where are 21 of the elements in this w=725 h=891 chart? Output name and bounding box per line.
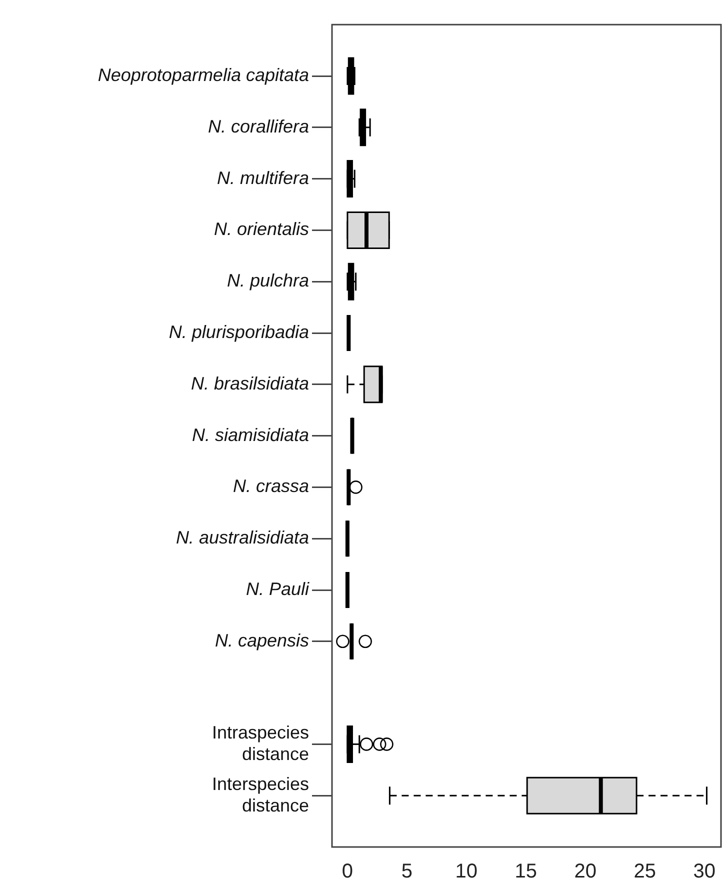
y-tick-label: N. multifera: [216, 168, 309, 188]
y-tick-label: N. orientalis: [214, 219, 309, 240]
y-tick-label: N. siamisidiata: [192, 424, 309, 445]
y-tick-label: N. pulchra: [226, 270, 309, 291]
y-tick-label: Neoprotoparmelia capitata: [98, 65, 309, 85]
x-tick-label: 10: [455, 860, 478, 883]
y-tick-label: N. capensis: [214, 630, 309, 650]
y-tick-label: N. corallifera: [208, 116, 309, 136]
y-tick-label: N. australisidiata: [176, 528, 309, 548]
y-tick-label: Intraspecies distance: [212, 722, 309, 764]
x-tick-label: 0: [342, 860, 354, 883]
x-tick-label: 15: [514, 860, 538, 883]
x-tick-label: 30: [693, 860, 716, 883]
x-tick-label: 5: [401, 860, 413, 883]
y-tick-label: N. plurisporibadia: [168, 322, 309, 342]
y-tick-label: N. Pauli: [246, 579, 310, 599]
y-tick-label: Interspecies distance: [212, 774, 309, 816]
x-tick-label: 20: [574, 860, 597, 883]
x-tick-label: 25: [634, 860, 656, 883]
y-tick-label: N. crassa: [232, 476, 309, 496]
y-tick-label: N. brasilsidiata: [190, 373, 309, 394]
